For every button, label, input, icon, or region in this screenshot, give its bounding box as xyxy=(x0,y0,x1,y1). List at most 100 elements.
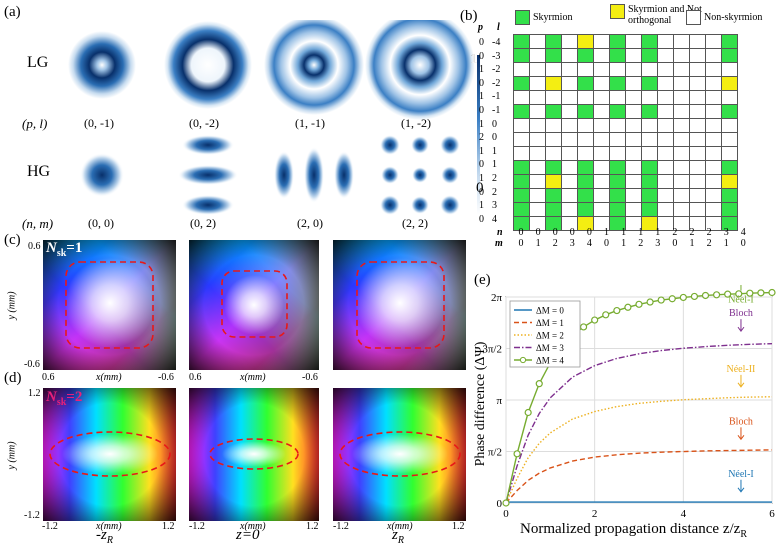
hg-mode-2-0 xyxy=(274,147,354,203)
grid-cell xyxy=(513,90,530,105)
d1-xlabel: x(mm) xyxy=(96,521,122,532)
col-n-label: 1 xyxy=(604,227,609,238)
d-ylabel: y (mm) xyxy=(6,441,18,470)
grid-cell xyxy=(657,132,674,147)
field-c-1 xyxy=(43,240,176,370)
d2-xtick-left: -1.2 xyxy=(189,521,205,532)
grid-cell xyxy=(577,188,594,203)
grid-cell xyxy=(577,174,594,189)
grid-cell xyxy=(513,202,530,217)
e-xlabel: Normalized propagation distance z/zR xyxy=(520,521,747,540)
grid-cell xyxy=(673,104,690,119)
grid-cell xyxy=(641,188,658,203)
grid-cell xyxy=(673,34,690,49)
legend-entry: ΔM = 3 xyxy=(536,343,564,353)
annotation-arrowhead xyxy=(737,487,745,493)
nm-value-2: (0, 2) xyxy=(190,216,216,230)
data-point xyxy=(646,298,654,306)
legend-swatch-white xyxy=(686,10,701,25)
legend-skyrmion: Skyrmion xyxy=(515,10,572,25)
data-point xyxy=(624,303,632,311)
field-c-2 xyxy=(189,240,319,370)
header-l: l xyxy=(497,22,500,33)
row-l-label: 0 xyxy=(492,132,497,144)
pl-label: (p, l) xyxy=(22,116,48,131)
grid-row xyxy=(513,62,738,77)
grid-cell xyxy=(657,202,674,217)
grid-cell xyxy=(721,76,738,91)
grid-cell xyxy=(593,202,610,217)
grid-cell xyxy=(705,62,722,77)
skyrmion-grid xyxy=(513,34,738,231)
grid-cell xyxy=(641,48,658,63)
nm-label: (n, m) xyxy=(22,216,54,231)
legend-marker xyxy=(519,356,527,364)
y-tick-label: 3π/2 xyxy=(482,344,502,356)
col-m-label: 1 xyxy=(723,238,729,249)
grid-cell xyxy=(609,48,626,63)
data-point xyxy=(513,450,521,458)
lg-mode-1-m2 xyxy=(365,20,475,120)
row-l-label: -1 xyxy=(492,91,501,103)
data-point xyxy=(735,290,743,298)
d-ytick-top: 1.2 xyxy=(28,388,41,399)
data-point xyxy=(668,295,676,303)
colorbar-max-label: 1 xyxy=(470,52,477,67)
d1-xtick-right: 1.2 xyxy=(162,521,175,532)
grid-cell xyxy=(721,160,738,175)
grid-cell xyxy=(625,132,642,147)
grid-cell xyxy=(625,76,642,91)
grid-cell xyxy=(641,62,658,77)
grid-cell xyxy=(657,48,674,63)
col-m-label: 1 xyxy=(689,238,695,249)
grid-cell xyxy=(721,118,738,133)
hg-mode-2-2 xyxy=(380,135,460,215)
col-n-label: 2 xyxy=(706,227,712,238)
grid-cell xyxy=(593,34,610,49)
grid-cell xyxy=(561,48,578,63)
nm-value-3: (2, 0) xyxy=(297,216,323,230)
panel-b-label: (b) xyxy=(460,8,478,24)
grid-cell xyxy=(641,118,658,133)
data-point xyxy=(502,499,510,507)
series-line xyxy=(505,396,773,504)
grid-cell xyxy=(641,104,658,119)
grid-cell xyxy=(673,146,690,161)
col-m-label: 2 xyxy=(552,238,558,249)
c2-xlabel: x(mm) xyxy=(240,372,266,383)
grid-cell xyxy=(593,104,610,119)
row-l-label: 1 xyxy=(492,159,497,171)
row-l-label: -3 xyxy=(492,50,501,62)
grid-cell xyxy=(561,188,578,203)
row-p-label: 1 xyxy=(479,91,484,103)
c-ylabel: y (mm) xyxy=(6,291,18,320)
grid-cell xyxy=(561,90,578,105)
grid-cell xyxy=(593,90,610,105)
grid-cell xyxy=(705,146,722,161)
row-l-label: 2 xyxy=(492,186,497,198)
grid-cell xyxy=(593,62,610,77)
row-p-label: 1 xyxy=(479,200,484,212)
data-point xyxy=(712,291,721,299)
field-c-3 xyxy=(333,240,466,370)
grid-cell xyxy=(513,188,530,203)
grid-cell xyxy=(561,62,578,77)
col-m-label: 0 xyxy=(740,238,746,249)
grid-cell xyxy=(641,160,658,175)
grid-cell xyxy=(641,146,658,161)
grid-cell xyxy=(673,90,690,105)
pl-value-2: (0, -2) xyxy=(189,116,219,130)
c2-xtick-right: -0.6 xyxy=(302,372,318,383)
grid-cell xyxy=(529,104,546,119)
d1-xtick-left: -1.2 xyxy=(42,521,58,532)
grid-row xyxy=(513,132,738,147)
col-n-label: 0 xyxy=(586,227,592,238)
col-n-label: 0 xyxy=(535,227,541,238)
c-xtick-left: 0.6 xyxy=(42,372,55,383)
row-p-label: 0 xyxy=(479,105,484,116)
grid-cell xyxy=(529,146,546,161)
grid-cell xyxy=(689,132,706,147)
grid-cell xyxy=(513,118,530,133)
grid-cell xyxy=(513,216,530,231)
grid-cell xyxy=(625,48,642,63)
